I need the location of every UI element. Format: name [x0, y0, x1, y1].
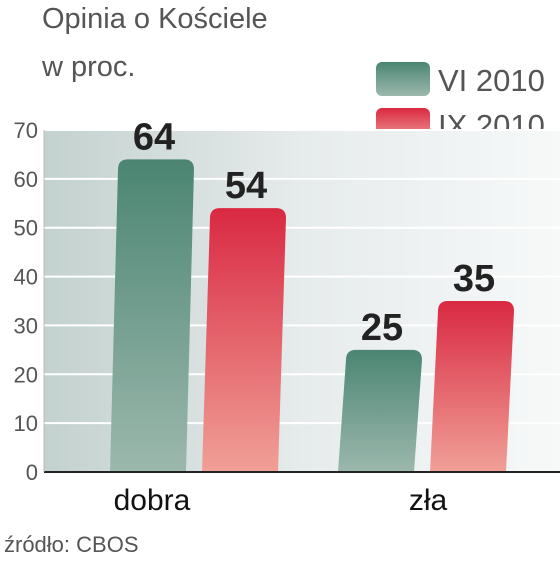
- y-tick-label: 0: [26, 460, 38, 485]
- x-tick-label: zła: [409, 484, 448, 517]
- source-note: źródło: CBOS: [4, 532, 139, 557]
- bar-zła-series-1: [338, 349, 422, 472]
- y-tick-label: 20: [14, 362, 38, 387]
- y-tick-label: 40: [14, 265, 38, 290]
- x-axis-categories: dobra zła: [114, 484, 448, 517]
- chart-subtitle: w proc.: [41, 51, 135, 83]
- chart-title: Opinia o Kościele: [42, 3, 268, 35]
- bars: [110, 159, 514, 473]
- y-tick-label: 10: [14, 411, 38, 436]
- bar-dobra-series-2: [202, 208, 286, 472]
- data-label: 35: [453, 258, 495, 300]
- y-tick-label: 30: [14, 313, 38, 338]
- y-tick-label: 50: [14, 216, 38, 241]
- y-axis-ticks: 0 10 20 30 40 50 60 70: [14, 118, 38, 485]
- value-labels: 64 54 25 35: [133, 116, 495, 349]
- data-label: 25: [361, 307, 403, 349]
- bar-zła-series-2: [430, 301, 514, 472]
- legend-swatch-vi-2010: [376, 62, 430, 96]
- legend-label-vi-2010: VI 2010: [438, 63, 545, 98]
- data-label: 54: [225, 165, 267, 207]
- y-tick-label: 70: [14, 118, 38, 143]
- x-tick-label: dobra: [114, 484, 191, 517]
- y-tick-label: 60: [14, 167, 38, 192]
- data-label: 64: [133, 116, 175, 158]
- bar-dobra-series-1: [110, 159, 194, 473]
